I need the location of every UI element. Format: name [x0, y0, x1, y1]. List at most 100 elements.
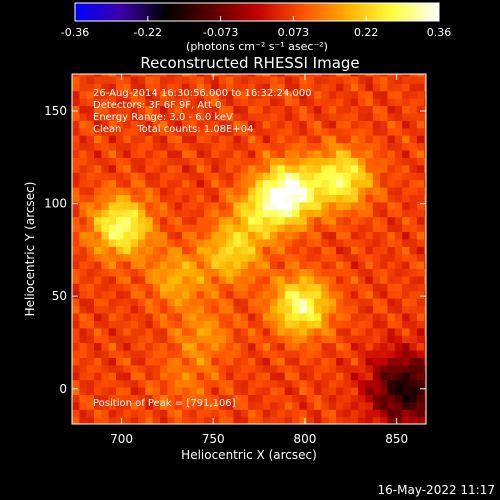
heatmap-cell: [226, 224, 235, 233]
heatmap-cell: [328, 224, 337, 233]
heatmap-cell: [196, 127, 205, 136]
heatmap-cell: [358, 246, 367, 255]
heatmap-cell: [160, 135, 168, 144]
heatmap-cell: [248, 209, 257, 218]
heatmap-cell: [350, 186, 359, 195]
heatmap-cell: [277, 238, 286, 247]
heatmap-cell: [123, 416, 132, 424]
heatmap-cell: [182, 194, 190, 203]
heatmap-cell: [196, 224, 205, 233]
heatmap-cell: [365, 394, 374, 403]
heatmap-cell: [350, 364, 359, 373]
heatmap-cell: [270, 290, 279, 299]
heatmap-cell: [174, 74, 183, 77]
heatmap-cell: [218, 127, 227, 136]
heatmap-cell: [336, 372, 345, 381]
heatmap-cell: [358, 179, 367, 188]
heatmap-cell: [94, 335, 102, 344]
heatmap-cell: [270, 298, 279, 307]
heatmap-cell: [189, 305, 198, 314]
heatmap-cell: [255, 261, 264, 270]
heatmap-cell: [424, 335, 426, 344]
heatmap-cell: [240, 386, 249, 395]
heatmap-cell: [402, 149, 411, 158]
heatmap-cell: [182, 216, 190, 225]
heatmap-cell: [380, 379, 389, 388]
heatmap-cell: [328, 74, 337, 77]
heatmap-cell: [152, 98, 161, 107]
heatmap-cell: [152, 75, 161, 84]
heatmap-cell: [299, 74, 308, 77]
heatmap-cell: [94, 253, 102, 262]
heatmap-cell: [306, 142, 315, 151]
heatmap-cell: [167, 120, 176, 129]
heatmap-cell: [101, 120, 110, 129]
heatmap-cell: [130, 74, 139, 77]
heatmap-cell: [372, 120, 381, 129]
heatmap-cell: [416, 416, 425, 424]
heatmap-cell: [138, 283, 146, 292]
heatmap-cell: [336, 74, 345, 77]
heatmap-cell: [402, 127, 411, 136]
heatmap-cell: [211, 172, 220, 181]
heatmap-cell: [284, 231, 293, 240]
heatmap-cell: [218, 409, 227, 418]
heatmap-cell: [182, 75, 190, 84]
heatmap-cell: [108, 349, 117, 358]
heatmap-cell: [160, 409, 168, 418]
heatmap-cell: [79, 120, 88, 129]
heatmap-cell: [299, 164, 308, 173]
heatmap-cell: [321, 74, 330, 77]
heatmap-cell: [299, 283, 308, 292]
heatmap-cell: [394, 149, 403, 158]
heatmap-cell: [277, 149, 286, 158]
heatmap-cell: [402, 120, 411, 129]
heatmap-cell: [328, 172, 337, 181]
heatmap-cell: [174, 224, 183, 233]
heatmap-cell: [182, 142, 190, 151]
heatmap-cell: [79, 201, 88, 210]
heatmap-cell: [123, 209, 132, 218]
heatmap-cell: [299, 142, 308, 151]
heatmap-cell: [72, 112, 80, 121]
heatmap-cell: [380, 112, 389, 121]
heatmap-cell: [196, 201, 205, 210]
heatmap-cell: [306, 312, 315, 321]
heatmap-cell: [402, 401, 411, 410]
heatmap-cell: [365, 179, 374, 188]
heatmap-cell: [218, 335, 227, 344]
heatmap-cell: [299, 127, 308, 136]
heatmap-cell: [292, 149, 301, 158]
heatmap-cell: [358, 364, 367, 373]
heatmap-cell: [86, 275, 95, 284]
heatmap-cell: [321, 357, 330, 366]
heatmap-cell: [306, 372, 315, 381]
heatmap-cell: [394, 135, 403, 144]
heatmap-cell: [211, 416, 220, 424]
heatmap-cell: [284, 268, 293, 277]
heatmap-cell: [240, 253, 249, 262]
heatmap-cell: [226, 349, 235, 358]
heatmap-cell: [387, 364, 396, 373]
heatmap-cell: [262, 157, 271, 166]
heatmap-cell: [233, 305, 242, 314]
heatmap-cell: [380, 142, 389, 151]
heatmap-cell: [365, 253, 374, 262]
heatmap-cell: [284, 75, 293, 84]
heatmap-cell: [72, 372, 80, 381]
heatmap-cell: [116, 224, 124, 233]
heatmap-cell: [226, 209, 235, 218]
heatmap-cell: [416, 216, 425, 225]
heatmap-cell: [387, 401, 396, 410]
heatmap-cell: [94, 224, 102, 233]
heatmap-cell: [123, 290, 132, 299]
heatmap-cell: [226, 298, 235, 307]
heatmap-cell: [152, 246, 161, 255]
heatmap-cell: [108, 401, 117, 410]
heatmap-cell: [79, 298, 88, 307]
heatmap-cell: [211, 127, 220, 136]
heatmap-cell: [343, 142, 352, 151]
heatmap-cell: [94, 98, 102, 107]
heatmap-cell: [123, 172, 132, 181]
